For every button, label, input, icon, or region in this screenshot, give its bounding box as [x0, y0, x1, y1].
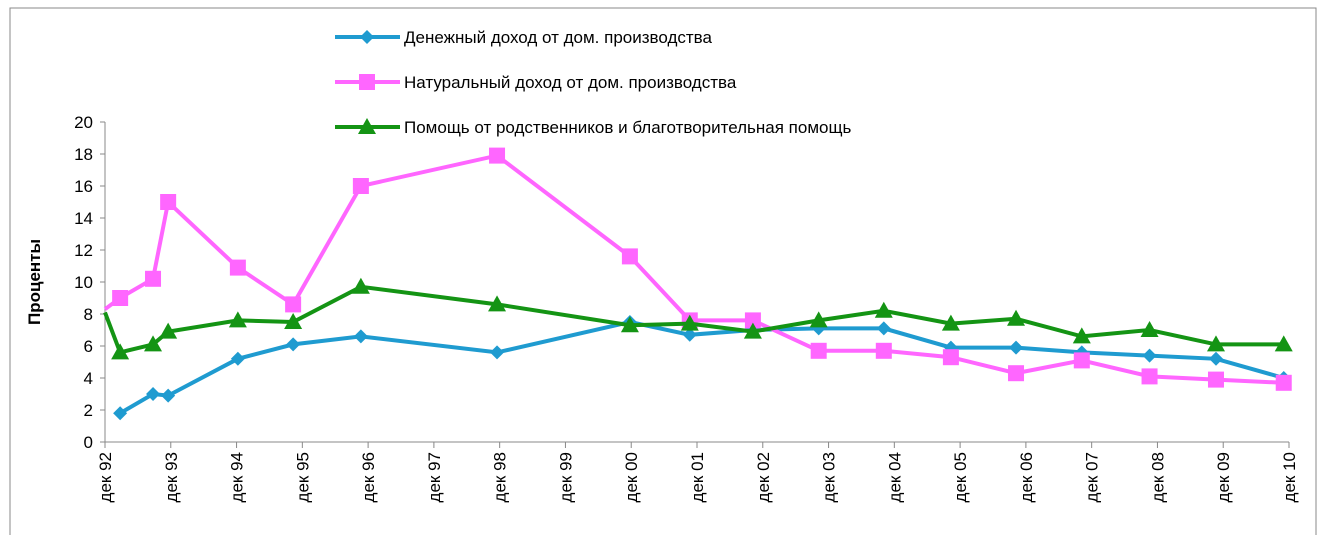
marker [1275, 374, 1292, 391]
x-tick-label: дек 02 [754, 452, 773, 502]
legend-label: Натуральный доход от дом. производства [404, 73, 737, 92]
x-tick-label: дек 00 [622, 452, 641, 502]
marker [159, 322, 178, 339]
marker [112, 290, 129, 306]
marker [874, 301, 893, 318]
x-tick-label: дек 98 [491, 452, 510, 502]
x-tick-label: дек 93 [162, 452, 181, 502]
x-tick-label: дек 04 [885, 452, 904, 502]
x-tick-label: дек 06 [1017, 452, 1036, 502]
y-tick-label: 2 [84, 401, 93, 420]
y-tick-label: 14 [74, 209, 93, 228]
marker [875, 342, 892, 359]
marker [111, 343, 130, 360]
marker [621, 248, 638, 265]
marker [1207, 371, 1224, 388]
y-tick-label: 20 [74, 113, 93, 132]
marker [145, 270, 162, 287]
marker [284, 313, 303, 329]
marker [1206, 335, 1225, 352]
marker [876, 321, 891, 336]
legend-label: Помощь от родственников и благотворитель… [404, 118, 851, 137]
marker [230, 351, 245, 366]
marker [1141, 368, 1158, 385]
marker [359, 74, 375, 90]
marker [1140, 321, 1159, 337]
y-tick-label: 0 [84, 433, 93, 452]
marker [160, 194, 177, 210]
marker [1073, 352, 1090, 369]
series-line [119, 319, 1285, 415]
marker [1072, 327, 1091, 344]
y-tick-label: 12 [74, 241, 93, 260]
marker [144, 335, 163, 352]
marker [488, 295, 507, 312]
chart-frame [9, 7, 1317, 540]
y-tick-label: 16 [74, 177, 93, 196]
marker [1208, 351, 1223, 366]
y-axis-title: Проценты [25, 239, 44, 325]
x-tick-label: дек 92 [96, 452, 115, 502]
marker [489, 147, 506, 164]
y-tick-label: 6 [84, 337, 93, 356]
y-tick-label: 18 [74, 145, 93, 164]
marker [351, 277, 370, 294]
x-tick-label: дек 01 [688, 452, 707, 502]
marker [113, 406, 128, 421]
marker [680, 314, 699, 331]
x-tick-label: дек 96 [359, 452, 378, 502]
x-tick-label: дек 95 [293, 452, 312, 502]
x-tick-label: дек 03 [820, 452, 839, 502]
y-tick-label: 4 [84, 369, 93, 388]
marker [228, 311, 247, 328]
marker [490, 345, 505, 360]
marker [360, 30, 374, 44]
marker [620, 316, 639, 333]
marker [229, 259, 246, 276]
legend-label: Денежный доход от дом. производства [404, 28, 713, 47]
x-tick-label: дек 10 [1280, 452, 1299, 502]
marker [1009, 340, 1024, 355]
marker [1274, 335, 1293, 352]
marker [286, 337, 301, 352]
marker [1142, 348, 1157, 363]
x-tick-label: дек 94 [228, 452, 247, 502]
marker [285, 296, 302, 313]
marker [146, 387, 161, 401]
marker [809, 311, 828, 328]
x-tick-label: дек 08 [1148, 452, 1167, 502]
marker [161, 388, 176, 403]
marker [942, 349, 959, 366]
x-tick-label: дек 99 [556, 452, 575, 502]
y-tick-label: 10 [74, 273, 93, 292]
x-tick-label: дек 09 [1214, 452, 1233, 502]
marker [358, 118, 376, 134]
y-tick-label: 8 [84, 305, 93, 324]
x-tick-label: дек 97 [425, 452, 444, 502]
marker [1007, 309, 1026, 326]
marker [941, 314, 960, 331]
x-tick-label: дек 07 [1083, 452, 1102, 502]
marker [353, 329, 368, 344]
marker [352, 178, 369, 194]
marker [1008, 365, 1025, 382]
marker [744, 312, 761, 329]
x-tick-label: дек 05 [951, 452, 970, 502]
marker [682, 327, 697, 342]
marker [743, 322, 762, 339]
marker [810, 342, 827, 359]
